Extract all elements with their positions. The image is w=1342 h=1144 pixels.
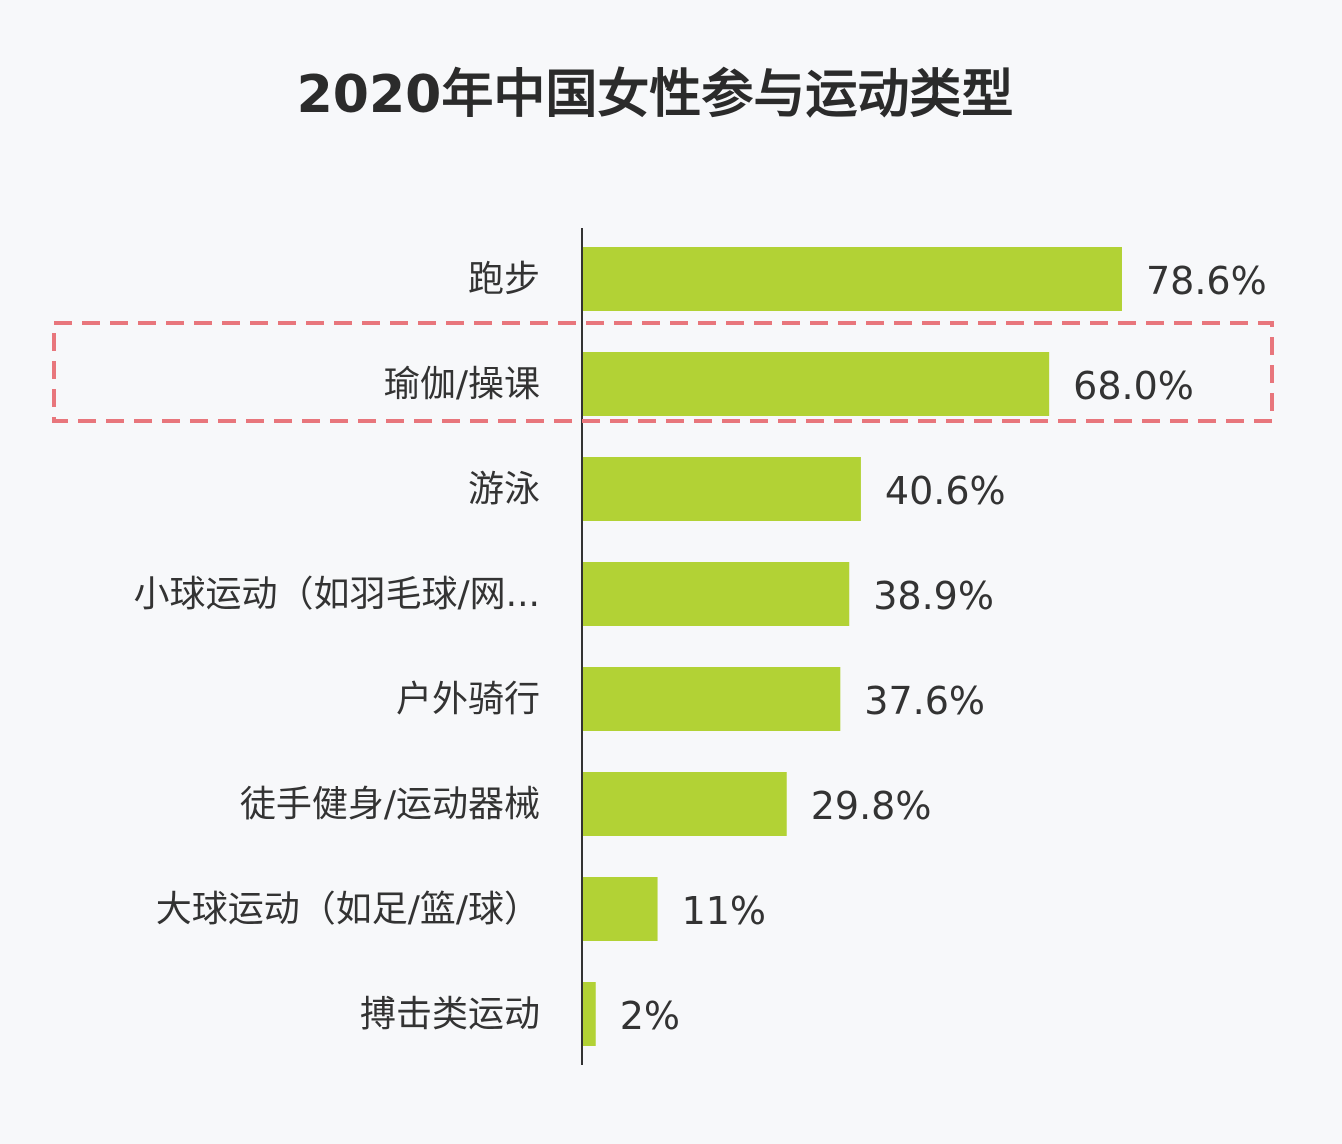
category-label: 游泳 (468, 469, 540, 510)
bar (582, 457, 861, 521)
data-label: 40.6% (885, 469, 1006, 513)
data-label: 78.6% (1146, 259, 1267, 303)
category-label: 跑步 (468, 259, 540, 300)
bar (582, 562, 850, 626)
bar (582, 877, 658, 941)
bar (582, 667, 841, 731)
category-label: 大球运动（如足/篮/球） (156, 889, 540, 930)
bar (582, 982, 596, 1046)
chart-title: 2020年中国女性参与运动类型 (296, 65, 1014, 125)
category-label: 小球运动（如羽毛球/网... (134, 574, 540, 615)
category-label: 户外骑行 (396, 679, 540, 720)
data-label: 37.6% (864, 679, 985, 723)
category-label: 徒手健身/运动器械 (240, 784, 540, 825)
bar (582, 247, 1122, 311)
highlight-box (52, 321, 1274, 423)
data-label: 2% (620, 994, 680, 1038)
category-label: 搏击类运动 (360, 994, 540, 1035)
data-label: 11% (682, 889, 766, 933)
data-label: 38.9% (873, 574, 994, 618)
data-label: 68.0% (1073, 364, 1194, 408)
bar (582, 772, 787, 836)
bar (582, 352, 1050, 416)
data-label: 29.8% (811, 784, 932, 828)
category-label: 瑜伽/操课 (384, 364, 540, 405)
